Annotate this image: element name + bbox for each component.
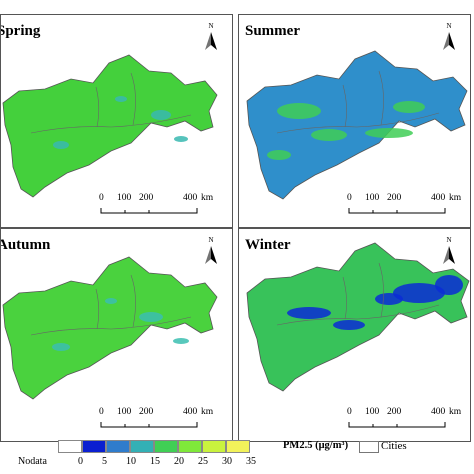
legend-class-label: 20 — [174, 456, 184, 467]
region-map — [2, 54, 218, 198]
scale-unit: km — [449, 407, 462, 417]
scale-tick-label: 0 — [99, 407, 104, 417]
legend-cities-label: Cities — [381, 440, 407, 452]
legend-class-label: 0 — [78, 456, 83, 467]
legend: Nodata 0 5 10 15 20 25 30 35 PM2.5 (μg/m³) Citi… — [0, 440, 474, 474]
region-map — [246, 242, 470, 392]
cities-symbol-icon — [359, 441, 379, 453]
scale-bar: 0 100 200 400 km — [97, 407, 219, 433]
scale-bar: 0 100 200 400 km — [345, 193, 467, 219]
legend-class-label: 30 — [222, 456, 232, 467]
scale-bar: 0 100 200 400 km — [345, 407, 467, 433]
scale-tick-label: 100 — [117, 407, 132, 417]
legend-class-label: 25 — [198, 456, 208, 467]
scale-tick-label: 0 — [347, 407, 352, 417]
pm25-patch — [115, 96, 127, 102]
legend-swatch — [130, 440, 154, 453]
legend-class-label: 35 — [246, 456, 256, 467]
scale-tick-label: 200 — [139, 193, 154, 203]
legend-class-label: 10 — [126, 456, 136, 467]
pm25-patch — [53, 141, 69, 149]
pm25-patch — [52, 343, 70, 351]
scale-tick-label: 400 — [431, 193, 446, 203]
pm25-patch — [174, 136, 188, 142]
region-map — [246, 50, 468, 200]
legend-swatch — [202, 440, 226, 453]
region-map — [2, 256, 218, 400]
scale-unit: km — [201, 193, 214, 203]
pm25-patch — [375, 293, 403, 305]
map-panel-winter: Winter N 0 100 200 400 km — [238, 228, 471, 442]
pm25-patch — [173, 338, 189, 344]
scale-unit: km — [201, 407, 214, 417]
legend-class-label: 5 — [102, 456, 107, 467]
legend-nodata-label: Nodata — [18, 456, 47, 467]
scale-tick-label: 200 — [387, 407, 402, 417]
map-panel-spring: Spring N 0 100 200 400 km — [0, 14, 233, 228]
north-arrow-icon: N — [442, 236, 456, 265]
scale-tick-label: 200 — [387, 193, 402, 203]
pm25-patch — [435, 275, 463, 295]
north-arrow-icon: N — [442, 22, 456, 51]
map-title: Spring — [0, 23, 41, 39]
map-panel-summer: Summer N 0 100 200 400 km — [238, 14, 471, 228]
scale-tick-label: 400 — [183, 407, 198, 417]
scale-unit: km — [449, 193, 462, 203]
map-title: Autumn — [0, 237, 51, 253]
north-label: N — [446, 22, 452, 30]
legend-swatch — [106, 440, 130, 453]
north-arrow-icon: N — [204, 22, 218, 51]
scale-tick-label: 400 — [431, 407, 446, 417]
pm25-patch — [333, 320, 365, 330]
pm25-patch — [105, 298, 117, 304]
pm25-patch — [311, 129, 347, 141]
legend-swatch — [58, 440, 82, 453]
scale-tick-label: 400 — [183, 193, 198, 203]
scale-tick-label: 0 — [347, 193, 352, 203]
north-arrow-icon: N — [204, 236, 218, 265]
scale-tick-label: 100 — [365, 193, 380, 203]
scale-tick-label: 100 — [117, 193, 132, 203]
scale-tick-label: 200 — [139, 407, 154, 417]
map-title: Winter — [245, 237, 291, 253]
pm25-patch — [277, 103, 321, 119]
north-label: N — [208, 236, 214, 244]
map-panel-autumn: Autumn N 0 100 200 400 km — [0, 228, 233, 442]
legend-class-label: 15 — [150, 456, 160, 467]
legend-swatch — [82, 440, 106, 453]
legend-swatch — [178, 440, 202, 453]
scale-tick-label: 0 — [99, 193, 104, 203]
north-label: N — [208, 22, 214, 30]
legend-swatch — [154, 440, 178, 453]
pm25-patch — [151, 110, 171, 120]
pm25-patch — [365, 128, 413, 138]
pm25-patch — [139, 312, 163, 322]
north-label: N — [446, 236, 452, 244]
pm25-patch — [287, 307, 331, 319]
scale-bar: 0 100 200 400 km — [97, 193, 219, 219]
pm25-patch — [267, 150, 291, 160]
legend-swatch — [226, 440, 250, 453]
scale-tick-label: 100 — [365, 407, 380, 417]
pm25-patch — [393, 283, 445, 303]
map-title: Summer — [245, 23, 300, 39]
pm25-patch — [393, 101, 425, 113]
legend-title: PM2.5 (μg/m³) — [283, 440, 349, 451]
